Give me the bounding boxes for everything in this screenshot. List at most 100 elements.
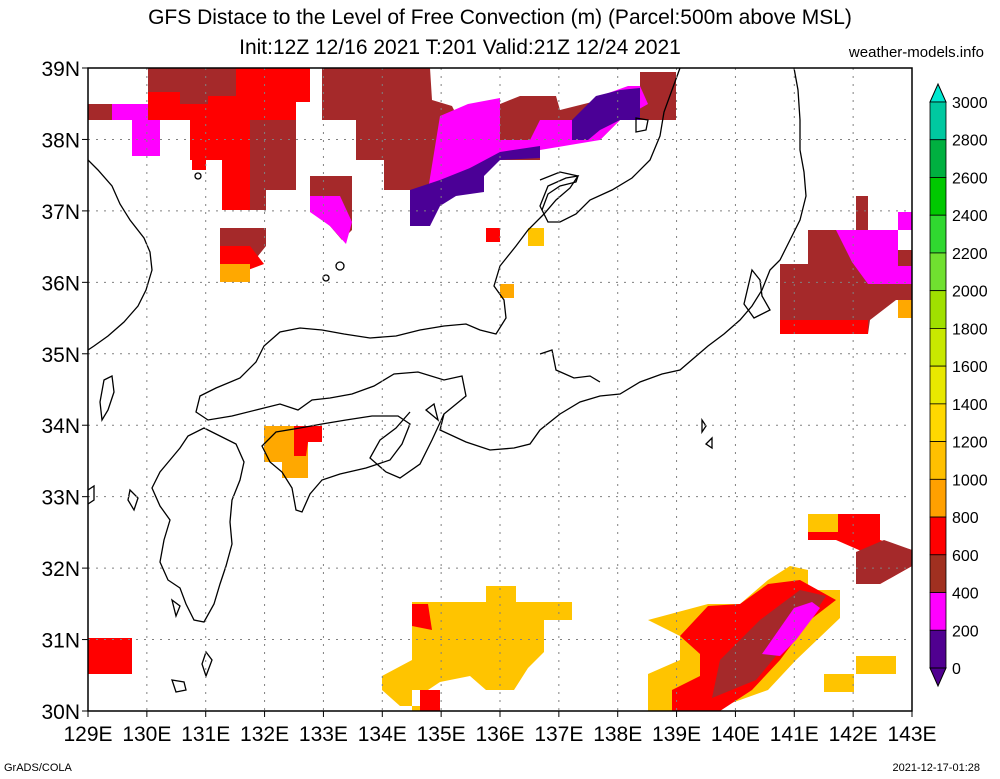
field-patch-mid-magenta xyxy=(310,196,352,244)
island-noto xyxy=(539,171,579,211)
colorbar-label: 2200 xyxy=(952,246,988,263)
lat-label: 34N xyxy=(41,415,80,438)
lon-label: 134E xyxy=(358,723,407,746)
colorbar-swatch xyxy=(929,252,947,292)
colorbar-swatch xyxy=(929,592,947,631)
field-patch-small-orange2 xyxy=(500,284,514,298)
lon-label: 129E xyxy=(63,723,112,746)
shikoku-coast xyxy=(261,415,411,513)
kii-peninsula xyxy=(369,411,445,479)
lon-label: 135E xyxy=(417,723,466,746)
island-koshiki xyxy=(170,598,181,619)
colorbar-label: 2400 xyxy=(952,208,988,225)
colorbar-swatch xyxy=(929,441,947,480)
field-patch-north-brown xyxy=(148,68,236,104)
site-credit: weather-models.info xyxy=(848,44,984,61)
lat-label: 33N xyxy=(41,487,80,510)
colorbar-swatch xyxy=(929,629,947,669)
colorbar-label: 400 xyxy=(952,586,979,603)
colorbar-bottom-arrow xyxy=(929,667,947,688)
lat-label: 37N xyxy=(41,201,80,224)
field-patch-small-red2 xyxy=(486,228,500,242)
colorbar-swatch xyxy=(929,478,947,518)
field-patch-indigo-a xyxy=(410,146,540,226)
field-patch-west-brown xyxy=(88,104,112,120)
field-patch-south-red2 xyxy=(420,690,440,711)
field-patch-e-orange xyxy=(898,300,912,318)
lon-label: 130E xyxy=(122,723,171,746)
lon-label: 132E xyxy=(240,723,289,746)
map-subtitle: Init:12Z 12/16 2021 T:201 Valid:21Z 12/2… xyxy=(239,36,681,59)
island-awaji xyxy=(424,402,440,422)
lon-label: 133E xyxy=(299,723,348,746)
colorbar-label: 1000 xyxy=(952,472,988,489)
colorbar-swatch xyxy=(929,516,947,556)
colorbar-label: 1400 xyxy=(952,397,988,414)
colorbar-label: 1600 xyxy=(952,359,988,376)
colorbar-swatch xyxy=(929,365,947,405)
island-goto xyxy=(127,488,139,512)
field-patch-north-brown3 xyxy=(250,120,296,210)
kii-coast xyxy=(539,349,601,383)
field-patch-se-magenta xyxy=(762,602,820,656)
korea-coast xyxy=(88,159,153,351)
lfc-distance-field xyxy=(88,68,912,711)
colorbar-label: 0 xyxy=(952,661,961,678)
lon-label: 141E xyxy=(770,723,819,746)
field-patch-small-orange xyxy=(528,228,544,246)
longitude-labels: 129E 130E 131E 132E 133E 134E 135E 136E 137E 138E… xyxy=(63,711,937,746)
field-patch-indigo-b xyxy=(572,88,640,140)
field-patch-far-se-brown xyxy=(856,540,912,584)
island-tsushima xyxy=(99,375,115,422)
lon-label: 140E xyxy=(711,723,760,746)
colorbar-swatch xyxy=(929,554,947,593)
colorbar-label: 800 xyxy=(952,510,979,527)
island-izu2 xyxy=(704,436,713,450)
lon-label: 138E xyxy=(593,723,642,746)
lon-label: 137E xyxy=(534,723,583,746)
lon-label: 142E xyxy=(829,723,878,746)
colorbar-swatch xyxy=(929,139,947,178)
colorbar-label: 600 xyxy=(952,548,979,565)
island-tanegashima xyxy=(201,650,213,678)
field-patch-ne-magenta xyxy=(836,230,912,284)
colorbar: 3000280026002400220020001800160014001200… xyxy=(929,82,988,688)
colorbar-top-arrow xyxy=(929,82,947,103)
map-title: GFS Distace to the Level of Free Convect… xyxy=(148,6,852,29)
colorbar-label: 2600 xyxy=(952,170,988,187)
colorbar-swatch xyxy=(929,177,947,216)
field-patch-small-red xyxy=(192,156,206,170)
lat-label: 36N xyxy=(41,272,80,295)
field-patch-left-orange xyxy=(220,264,250,282)
coastlines xyxy=(88,68,807,693)
island-sado xyxy=(635,117,649,133)
software-credit: GrADS/COLA xyxy=(4,762,72,774)
colorbar-label: 200 xyxy=(952,623,979,640)
field-patch-far-se-orange3 xyxy=(824,674,854,692)
lat-label: 32N xyxy=(41,558,80,581)
latitude-labels: 39N 38N 37N 36N 35N 34N 33N 32N 31N 30N xyxy=(41,58,88,724)
island-yakushima xyxy=(171,679,187,693)
field-patch-far-se-orange2 xyxy=(856,656,896,674)
colorbar-label: 3000 xyxy=(952,95,988,112)
colorbar-swatch xyxy=(929,101,947,141)
lat-label: 38N xyxy=(41,129,80,152)
colorbar-label: 1800 xyxy=(952,321,988,338)
island-boso xyxy=(743,268,771,319)
island-small2 xyxy=(194,172,202,180)
lat-label: 30N xyxy=(41,701,80,724)
lat-label: 39N xyxy=(41,58,80,81)
field-patch-south-red xyxy=(412,604,432,630)
colorbar-swatch xyxy=(929,214,947,254)
graticule xyxy=(88,68,912,711)
colorbar-label: 1200 xyxy=(952,435,988,452)
colorbar-label: 2800 xyxy=(952,133,988,150)
colorbar-swatch xyxy=(929,327,947,367)
island-izu1 xyxy=(701,417,707,435)
lat-label: 35N xyxy=(41,344,80,367)
field-patch-ne-brown xyxy=(780,196,912,334)
field-patch-far-se-orange xyxy=(808,514,838,532)
colorbar-swatch xyxy=(929,403,947,443)
field-patch-south-orange xyxy=(382,586,572,711)
